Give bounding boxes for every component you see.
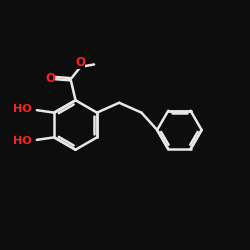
Text: O: O — [76, 56, 86, 69]
Text: HO: HO — [13, 104, 32, 115]
Text: O: O — [45, 72, 55, 85]
Text: HO: HO — [13, 136, 32, 145]
